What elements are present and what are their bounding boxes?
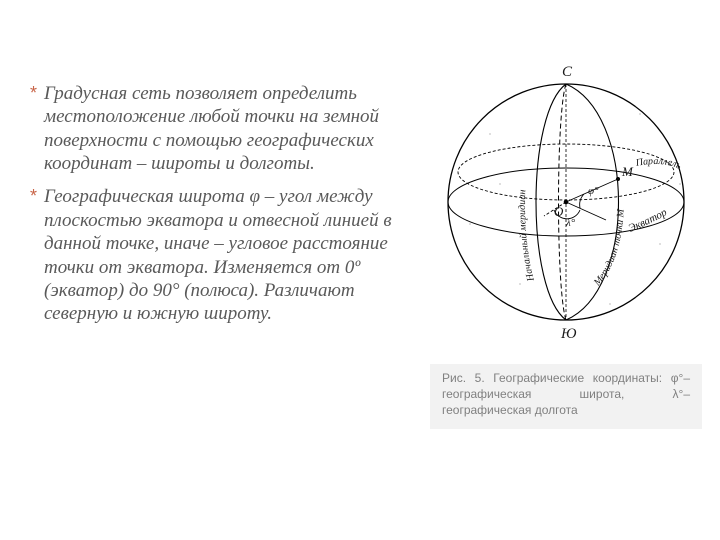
svg-text:Меридиан точки М: Меридиан точки М <box>591 208 626 289</box>
bullet-marker-icon: * <box>30 82 37 104</box>
bullet-1-text: Градусная сеть позволяет определить мест… <box>44 82 414 175</box>
bullet-2: * Географическая широта φ – угол между п… <box>36 185 414 325</box>
bullet-1: * Градусная сеть позволяет определить ме… <box>36 82 414 175</box>
label-prime-meridian: Начальный меридиан <box>517 189 537 283</box>
label-center: O <box>554 204 564 219</box>
sphere-diagram: С Ю O М φ° λ° Начальный меридиан Экватор… <box>430 44 702 352</box>
label-phi: φ° <box>588 185 599 197</box>
label-lambda: λ° <box>565 217 576 229</box>
text-column: * Градусная сеть позволяет определить ме… <box>36 82 414 336</box>
label-south: Ю <box>560 326 577 342</box>
svg-text:Начальный меридиан: Начальный меридиан <box>517 189 537 283</box>
label-point-m: М <box>621 164 634 179</box>
label-equator: Экватор <box>627 206 670 235</box>
bullet-2-text: Географическая широта φ – угол между пло… <box>44 185 414 325</box>
svg-text:Экватор: Экватор <box>627 206 670 235</box>
bullet-marker-icon: * <box>30 185 37 207</box>
label-north: С <box>562 64 573 80</box>
label-meridian-m: Меридиан точки М <box>591 208 626 289</box>
figure-caption: Рис. 5. Географические координаты: φ°– г… <box>430 364 702 429</box>
figure-column: С Ю O М φ° λ° Начальный меридиан Экватор… <box>430 44 702 429</box>
